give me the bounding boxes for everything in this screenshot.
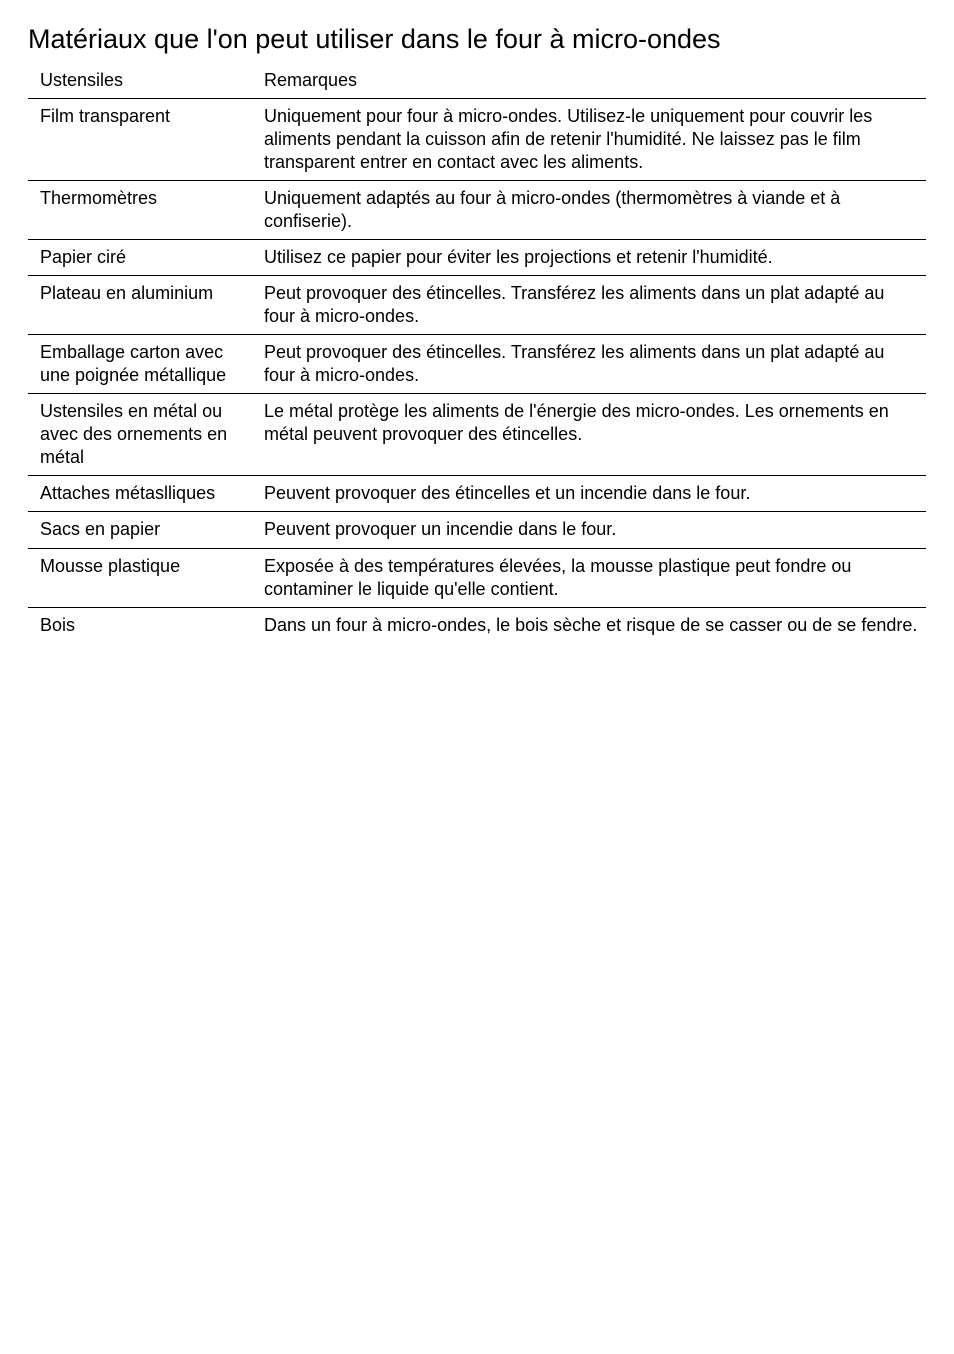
column-header-ustensiles: Ustensiles xyxy=(28,63,262,99)
table-row: Papier ciré Utilisez ce papier pour évit… xyxy=(28,240,926,276)
cell-ustensile: Bois xyxy=(28,607,262,643)
cell-remarque: Exposée à des températures élevées, la m… xyxy=(262,548,926,607)
cell-remarque: Peut provoquer des étincelles. Transfére… xyxy=(262,276,926,335)
table-header-row: Ustensiles Remarques xyxy=(28,63,926,99)
page-title: Matériaux que l'on peut utiliser dans le… xyxy=(28,24,926,55)
cell-ustensile: Attaches métaslliques xyxy=(28,476,262,512)
cell-remarque: Peuvent provoquer un incendie dans le fo… xyxy=(262,512,926,548)
table-row: Sacs en papier Peuvent provoquer un ince… xyxy=(28,512,926,548)
cell-remarque: Utilisez ce papier pour éviter les proje… xyxy=(262,240,926,276)
cell-remarque: Uniquement pour four à micro-ondes. Util… xyxy=(262,99,926,181)
table-row: Attaches métaslliques Peuvent provoquer … xyxy=(28,476,926,512)
cell-ustensile: Sacs en papier xyxy=(28,512,262,548)
table-row: Film transparent Uniquement pour four à … xyxy=(28,99,926,181)
cell-ustensile: Ustensiles en métal ou avec des ornement… xyxy=(28,394,262,476)
table-row: Emballage carton avec une poignée métall… xyxy=(28,335,926,394)
cell-ustensile: Thermomètres xyxy=(28,181,262,240)
cell-remarque: Uniquement adaptés au four à micro-ondes… xyxy=(262,181,926,240)
cell-remarque: Peuvent provoquer des étincelles et un i… xyxy=(262,476,926,512)
cell-ustensile: Emballage carton avec une poignée métall… xyxy=(28,335,262,394)
table-row: Thermomètres Uniquement adaptés au four … xyxy=(28,181,926,240)
materials-table: Ustensiles Remarques Film transparent Un… xyxy=(28,63,926,643)
table-row: Plateau en aluminium Peut provoquer des … xyxy=(28,276,926,335)
cell-remarque: Dans un four à micro-ondes, le bois sèch… xyxy=(262,607,926,643)
table-row: Ustensiles en métal ou avec des ornement… xyxy=(28,394,926,476)
cell-ustensile: Papier ciré xyxy=(28,240,262,276)
table-row: Bois Dans un four à micro-ondes, le bois… xyxy=(28,607,926,643)
column-header-remarques: Remarques xyxy=(262,63,926,99)
cell-ustensile: Plateau en aluminium xyxy=(28,276,262,335)
cell-ustensile: Film transparent xyxy=(28,99,262,181)
page: Matériaux que l'on peut utiliser dans le… xyxy=(0,0,954,1354)
cell-remarque: Le métal protège les aliments de l'énerg… xyxy=(262,394,926,476)
cell-remarque: Peut provoquer des étincelles. Transfére… xyxy=(262,335,926,394)
cell-ustensile: Mousse plastique xyxy=(28,548,262,607)
table-row: Mousse plastique Exposée à des températu… xyxy=(28,548,926,607)
